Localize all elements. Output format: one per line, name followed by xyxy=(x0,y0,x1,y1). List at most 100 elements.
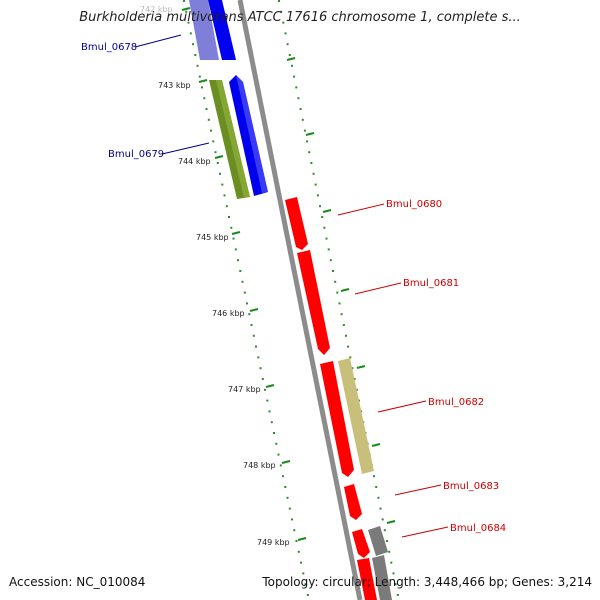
position-dotted-guides xyxy=(183,0,399,596)
guide-dot xyxy=(297,550,300,553)
guide-dot xyxy=(327,248,330,251)
guide-dot xyxy=(232,237,235,240)
tick-label-743: 743 kbp xyxy=(158,81,191,90)
gene-feature-bmul-0678[interactable] xyxy=(208,0,236,60)
guide-dot xyxy=(187,21,190,24)
guide-dot xyxy=(325,237,328,240)
gene-label-bmul-0678[interactable]: Bmul_0678 xyxy=(81,42,137,53)
gene-label-bmul-0684[interactable]: Bmul_0684 xyxy=(450,523,506,534)
guide-dot xyxy=(351,367,354,370)
tick-label-749: 749 kbp xyxy=(257,538,290,547)
guide-dot xyxy=(306,594,309,596)
guide-dot xyxy=(277,453,280,456)
guide-dot xyxy=(291,518,293,521)
guide-dot xyxy=(345,334,347,337)
guide-dot xyxy=(342,324,345,326)
guide-dot xyxy=(203,97,206,100)
guide-dot xyxy=(284,486,287,488)
guide-dot xyxy=(268,410,271,413)
gene-feature-bmul-0682-khaki[interactable] xyxy=(338,358,374,474)
label-leader-lines xyxy=(134,34,449,538)
guide-dot xyxy=(390,561,393,564)
gene-label-bmul-0680[interactable]: Bmul_0680 xyxy=(386,199,442,210)
tick-label-744: 744 kbp xyxy=(178,157,211,166)
guide-dot xyxy=(275,442,278,445)
gene-label-bmul-0679[interactable]: Bmul_0679 xyxy=(108,149,164,160)
guide-dot xyxy=(219,172,221,175)
gene-feature-bmul-0683[interactable] xyxy=(344,484,362,520)
guide-dot xyxy=(386,540,388,542)
guide-dot xyxy=(295,86,298,89)
tick-marks xyxy=(181,7,396,541)
guide-dot xyxy=(237,259,239,262)
guide-dot xyxy=(279,464,282,467)
guide-dot xyxy=(291,64,293,67)
guide-dot xyxy=(280,10,283,13)
gene-feature-gray-lower[interactable] xyxy=(372,555,392,600)
guide-dot xyxy=(288,507,291,510)
guide-dot xyxy=(316,194,319,197)
guide-dot xyxy=(306,140,309,143)
guide-dot xyxy=(257,356,260,359)
guide-dot xyxy=(396,594,399,596)
guide-dot xyxy=(300,561,302,564)
gene-label-bmul-0682[interactable]: Bmul_0682 xyxy=(428,397,484,408)
gene-label-bmul-0683[interactable]: Bmul_0683 xyxy=(443,481,499,492)
tick-label-747: 747 kbp xyxy=(228,385,261,394)
guide-dot xyxy=(301,118,304,121)
gene-feature-bmul-0681[interactable] xyxy=(297,250,330,355)
guide-dot xyxy=(248,313,251,316)
guide-dot xyxy=(303,129,306,132)
gene-feature-highlight xyxy=(236,75,268,193)
guide-dot xyxy=(312,172,315,175)
guide-dot xyxy=(392,572,395,575)
gene-feature-bmul-0677-cds[interactable] xyxy=(189,0,219,60)
guide-dot xyxy=(308,151,311,154)
chromosome-backbone xyxy=(237,0,363,600)
guide-dot xyxy=(323,226,326,229)
gene-label-bmul-0681[interactable]: Bmul_0681 xyxy=(403,278,459,289)
tick-label-746: 746 kbp xyxy=(212,309,245,318)
guide-dot xyxy=(192,43,194,46)
map-title: Burkholderia multivorans ATCC 17616 chro… xyxy=(79,10,521,25)
guide-dot xyxy=(273,432,275,434)
guide-dot xyxy=(373,475,375,478)
tick-label-745: 745 kbp xyxy=(196,233,229,242)
guide-dot xyxy=(375,486,378,488)
gene-feature-bmul-0682[interactable] xyxy=(320,361,354,477)
gene-feature-bmul-0680[interactable] xyxy=(285,197,308,250)
genome-stats-text: Topology: circular; Length: 3,448,466 bp… xyxy=(262,575,592,589)
guide-dot xyxy=(340,313,343,316)
guide-dot xyxy=(207,118,210,121)
guide-dot xyxy=(255,345,257,348)
guide-dot xyxy=(216,162,219,164)
guide-dot xyxy=(338,302,341,305)
guide-dot xyxy=(334,280,337,283)
guide-dot xyxy=(252,334,255,337)
gene-feature-red-lower[interactable] xyxy=(357,558,377,600)
guide-dot xyxy=(198,75,201,78)
guide-dot xyxy=(302,572,305,575)
guide-dot xyxy=(246,302,248,305)
guide-dot xyxy=(329,259,332,262)
guide-dot xyxy=(259,367,262,370)
guide-dot xyxy=(388,550,391,553)
guide-dot xyxy=(243,291,246,294)
guide-dot xyxy=(319,205,321,208)
guide-dot xyxy=(228,216,230,218)
guide-dot xyxy=(381,518,384,521)
guide-dot xyxy=(212,140,215,143)
gene-feature-highlight xyxy=(216,80,250,198)
guide-dot xyxy=(347,345,350,348)
guide-dot xyxy=(205,108,208,110)
gene-feature-gray[interactable] xyxy=(368,526,388,556)
tick-label-748: 748 kbp xyxy=(243,461,276,470)
guide-dot xyxy=(336,291,339,294)
guide-dot xyxy=(239,270,242,272)
guide-dot xyxy=(349,356,352,359)
guide-dot xyxy=(230,226,233,229)
guide-dot xyxy=(299,108,302,110)
gene-feature-bmul-0684[interactable] xyxy=(352,529,370,558)
